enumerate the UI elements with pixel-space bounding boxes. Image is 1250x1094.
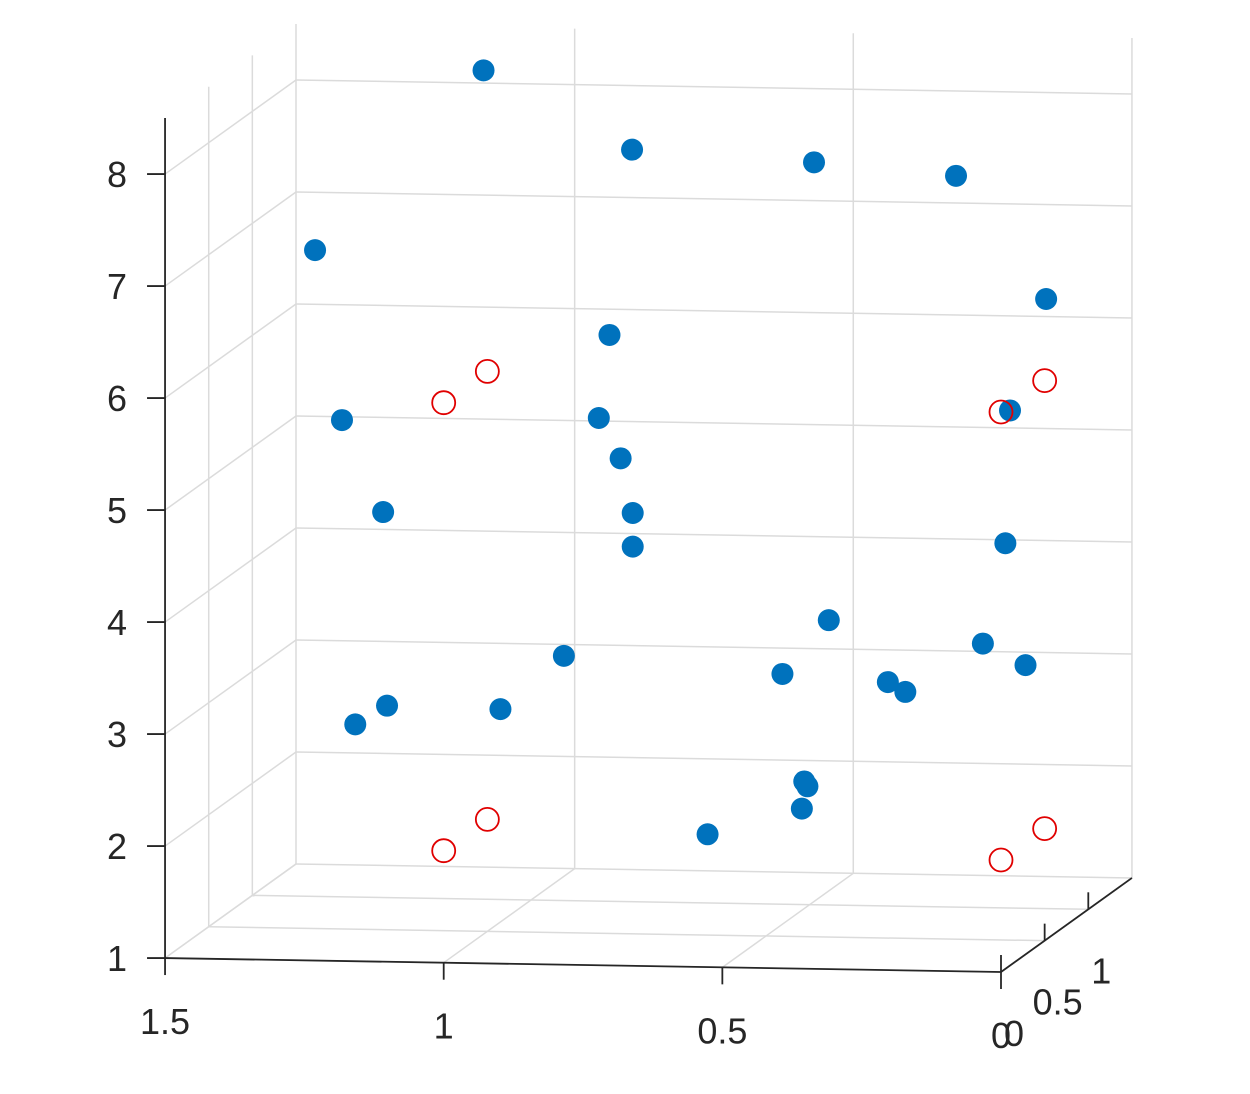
data-point-filled	[999, 399, 1022, 422]
data-point-filled	[372, 501, 395, 524]
back-wall-z-gridline	[295, 79, 1132, 95]
x-tick-label: 0	[991, 1015, 1011, 1056]
z-tick-label: 3	[107, 714, 127, 755]
data-point-filled	[552, 644, 575, 667]
data-point-filled	[621, 535, 644, 558]
data-point-filled	[621, 138, 644, 161]
data-point-hollow	[1032, 816, 1058, 842]
data-point-filled	[472, 59, 495, 82]
data-point-filled	[696, 823, 719, 846]
back-wall-z-gridline	[295, 639, 1132, 655]
y-axis-line	[1000, 877, 1133, 973]
z-tick-label: 2	[107, 826, 127, 867]
data-point-filled	[817, 609, 840, 632]
z-tick-label: 1	[107, 938, 127, 979]
side-wall-z-gridline	[164, 303, 297, 399]
data-point-filled	[344, 713, 367, 736]
z-tick-label: 8	[107, 154, 127, 195]
y-tick-label: 0.5	[1033, 982, 1083, 1023]
data-point-filled	[994, 532, 1017, 555]
x-tick-label: 0.5	[697, 1010, 747, 1051]
data-point-filled	[304, 239, 327, 262]
y-tick-label: 1	[1091, 950, 1111, 991]
side-wall-z-gridline	[164, 639, 297, 735]
z-tick-label: 4	[107, 602, 127, 643]
data-point-filled	[771, 662, 794, 685]
data-point-filled	[971, 632, 994, 655]
data-point-filled	[793, 770, 816, 793]
data-point-filled	[330, 409, 353, 432]
data-point-hollow	[431, 390, 457, 416]
floor-x-gridline	[721, 872, 854, 968]
data-point-filled	[876, 671, 899, 694]
data-point-filled	[894, 680, 917, 703]
z-tick-label: 6	[107, 378, 127, 419]
back-wall-z-gridline	[295, 863, 1132, 879]
data-point-hollow	[1032, 368, 1058, 394]
floor-y-gridline	[208, 925, 1045, 942]
data-point-filled	[598, 323, 621, 346]
data-point-hollow	[474, 806, 500, 832]
x-axis-line	[165, 957, 1002, 973]
data-point-filled	[1014, 654, 1037, 677]
chart-axes	[147, 118, 1133, 989]
data-point-filled	[489, 698, 512, 721]
data-point-filled	[609, 447, 632, 470]
chart-markers	[304, 59, 1058, 873]
back-wall-z-gridline	[295, 415, 1132, 431]
data-point-hollow	[988, 399, 1014, 425]
floor-x-gridline	[443, 868, 576, 964]
back-wall-z-gridline	[295, 527, 1132, 543]
side-wall-z-gridline	[164, 191, 297, 287]
side-wall-z-gridline	[164, 79, 297, 175]
chart-grid	[164, 24, 1133, 973]
floor-y-gridline	[252, 894, 1089, 911]
data-point-filled	[587, 407, 610, 430]
side-wall-z-gridline	[164, 415, 297, 511]
side-wall-z-gridline	[164, 527, 297, 623]
floor-x-gridline	[164, 863, 297, 959]
side-wall-z-gridline	[164, 751, 297, 847]
data-point-filled	[376, 694, 399, 717]
data-point-filled	[945, 164, 968, 187]
back-wall-z-gridline	[295, 303, 1132, 319]
data-point-hollow	[474, 358, 500, 384]
data-point-filled	[790, 797, 813, 820]
data-point-filled	[803, 151, 826, 174]
data-point-hollow	[431, 838, 457, 864]
data-point-filled	[1035, 288, 1058, 311]
y-tick-label: 0	[1004, 1013, 1024, 1054]
z-tick-label: 7	[107, 266, 127, 307]
back-wall-z-gridline	[295, 191, 1132, 207]
x-tick-label: 1	[434, 1006, 454, 1047]
z-tick-label: 5	[107, 490, 127, 531]
back-wall-z-gridline	[295, 751, 1132, 767]
data-point-hollow	[988, 847, 1014, 873]
x-tick-label: 1.5	[140, 1001, 190, 1042]
data-point-filled	[621, 502, 644, 525]
